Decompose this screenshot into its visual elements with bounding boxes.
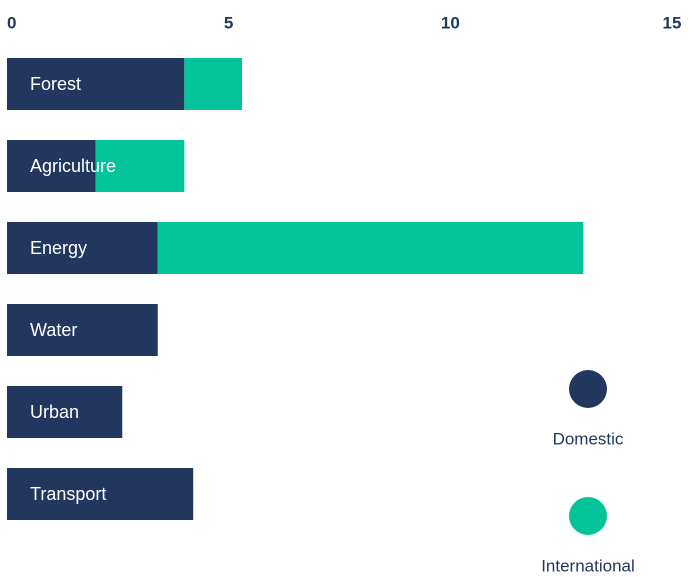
bar-segment [7, 140, 96, 192]
x-tick-label: 0 [7, 13, 16, 32]
legend-swatch [569, 497, 607, 535]
bar-segment [95, 140, 185, 192]
bar-segment [7, 468, 194, 520]
bar-segment [7, 222, 158, 274]
bar-segment [7, 304, 158, 356]
category-label: Forest [30, 74, 81, 94]
category-label: Energy [30, 238, 87, 258]
x-tick-label: 10 [441, 13, 460, 32]
bar-segment [157, 222, 584, 274]
legend-swatch [569, 370, 607, 408]
category-label: Agriculture [30, 156, 116, 176]
category-label: Transport [30, 484, 106, 504]
category-label: Water [30, 320, 77, 340]
x-tick-label: 15 [663, 13, 682, 32]
bar-segment [7, 58, 185, 110]
bar-segment [184, 58, 242, 110]
x-tick-label: 5 [224, 13, 233, 32]
legend-label: International [541, 556, 635, 575]
legend-label: Domestic [553, 429, 624, 448]
category-label: Urban [30, 402, 79, 422]
bar-segment [7, 386, 123, 438]
